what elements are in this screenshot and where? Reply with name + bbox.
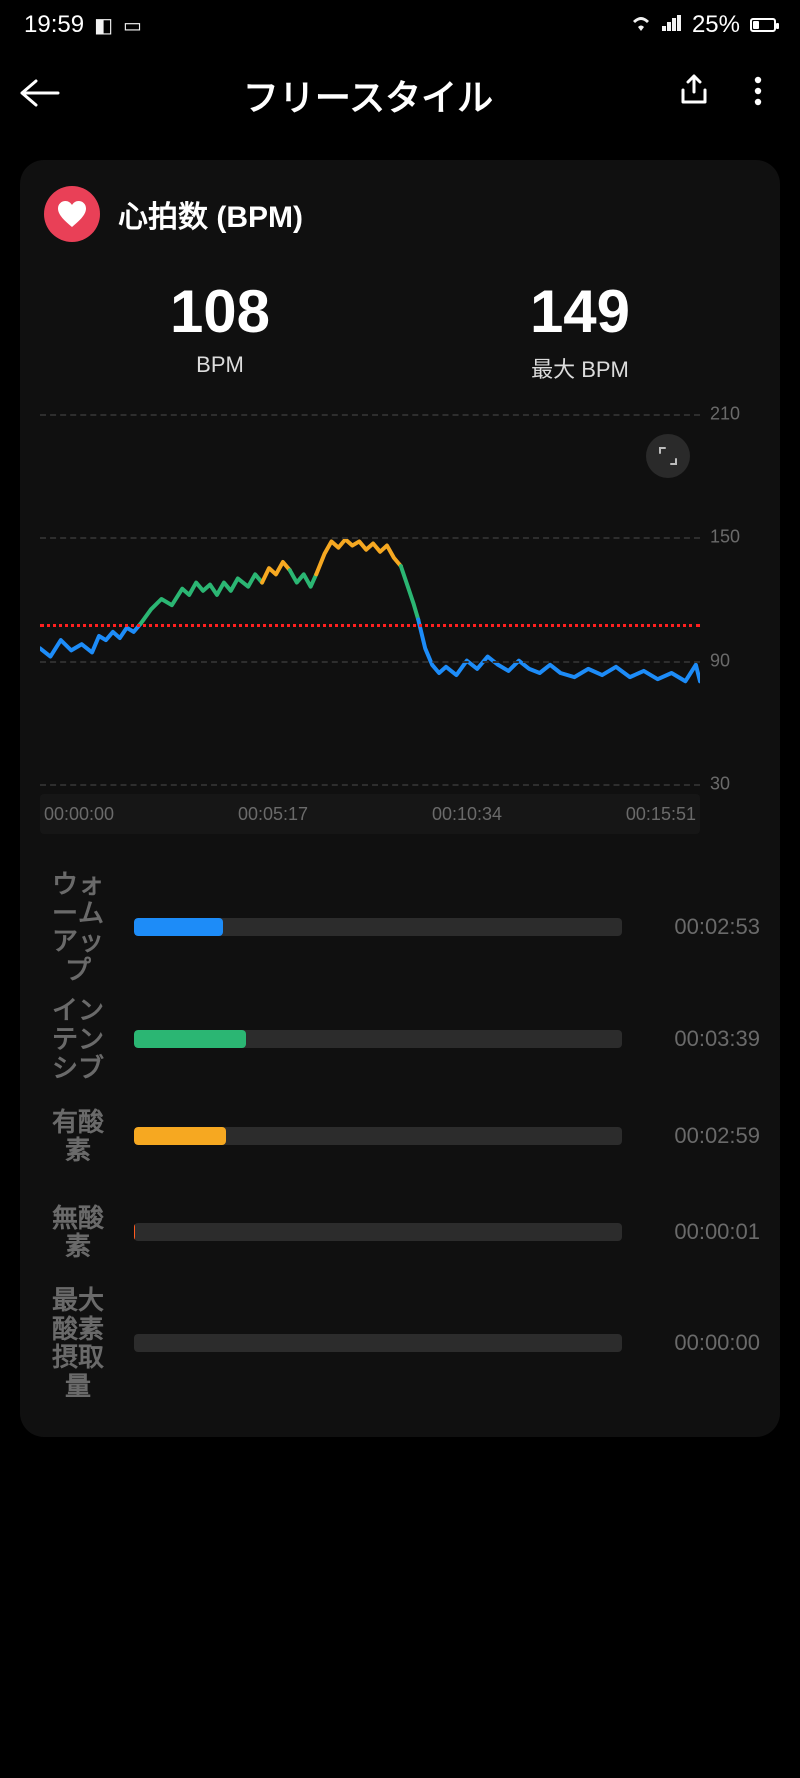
chart-x-tick: 00:10:34 [432, 804, 502, 825]
chart-gridline [40, 537, 700, 539]
zone-bar-fill [134, 1223, 135, 1241]
notification-icon: ◧ [94, 13, 113, 38]
zone-duration: 00:03:39 [640, 1026, 760, 1052]
max-bpm-metric: 149 最大 BPM [530, 282, 630, 384]
chart-x-tick: 00:15:51 [626, 804, 696, 825]
zone-bar [134, 1127, 622, 1145]
zone-row: 有酸素 00:02:59 [40, 1088, 760, 1184]
chart-avg-line [40, 624, 700, 627]
zone-bar [134, 1334, 622, 1352]
zone-bar-fill [134, 1127, 226, 1145]
status-time: 19:59 [24, 11, 84, 39]
avg-bpm-label: BPM [170, 352, 270, 378]
chart-gridline [40, 784, 700, 786]
chart-y-tick: 90 [710, 650, 760, 671]
signal-icon [662, 14, 682, 37]
chart-series-segment [401, 566, 418, 619]
zone-label: 無酸素 [40, 1204, 116, 1261]
max-bpm-label: 最大 BPM [530, 352, 630, 384]
heart-rate-card: 心拍数 (BPM) 108 BPM 149 最大 BPM 00:00:0000:… [20, 160, 780, 1437]
chart-series-segment [40, 624, 141, 657]
avg-bpm-value: 108 [170, 282, 270, 342]
avg-bpm-metric: 108 BPM [170, 282, 270, 384]
more-button[interactable] [736, 76, 780, 114]
zone-row: インテンシブ 00:03:39 [40, 990, 760, 1088]
wifi-icon [630, 13, 652, 37]
heart-rate-chart[interactable]: 00:00:0000:05:1700:10:3400:15:51 2101509… [40, 414, 760, 834]
chart-y-tick: 30 [710, 774, 760, 795]
zone-row: ウォームアップ 00:02:53 [40, 864, 760, 990]
chart-series-segment [141, 574, 262, 623]
page-title: フリースタイル [84, 69, 652, 121]
zone-bar-fill [134, 1030, 246, 1048]
chart-series-segment [262, 562, 290, 583]
max-bpm-value: 149 [530, 282, 630, 342]
zone-label: ウォームアップ [40, 870, 116, 984]
chart-x-tick: 00:00:00 [44, 804, 114, 825]
chart-y-tick: 210 [710, 404, 760, 425]
metrics-row: 108 BPM 149 最大 BPM [40, 262, 760, 414]
section-title: 心拍数 (BPM) [118, 192, 303, 236]
zone-label: 最大酸素摂取量 [40, 1286, 116, 1400]
zone-duration: 00:00:01 [640, 1219, 760, 1245]
back-button[interactable] [20, 73, 64, 118]
zone-row: 最大酸素摂取量 00:00:00 [40, 1280, 760, 1406]
chart-gridline [40, 661, 700, 663]
chart-gridline [40, 414, 700, 416]
section-header: 心拍数 (BPM) [40, 180, 760, 262]
heart-rate-zones: ウォームアップ 00:02:53 インテンシブ 00:03:39 有酸素 00:02:59… [40, 864, 760, 1407]
zone-bar [134, 918, 622, 936]
share-button[interactable] [672, 74, 716, 116]
chart-x-tick: 00:05:17 [238, 804, 308, 825]
chart-series-segment [418, 620, 700, 682]
chart-y-tick: 150 [710, 527, 760, 548]
zone-duration: 00:02:53 [640, 914, 760, 940]
zone-label: 有酸素 [40, 1108, 116, 1165]
zone-bar-fill [134, 918, 223, 936]
notification-icon-2: ▭ [123, 13, 142, 38]
heart-icon [44, 186, 100, 242]
zone-row: 無酸素 00:00:01 [40, 1184, 760, 1280]
battery-icon [750, 18, 776, 32]
zone-bar [134, 1223, 622, 1241]
chart-x-axis: 00:00:00 00:05:17 00:10:34 00:15:51 [40, 794, 700, 834]
zone-duration: 00:02:59 [640, 1123, 760, 1149]
zone-bar [134, 1030, 622, 1048]
zone-duration: 00:00:00 [640, 1330, 760, 1356]
zone-label: インテンシブ [40, 996, 116, 1082]
status-bar: 19:59 ◧ ▭ 25% [0, 0, 800, 50]
battery-percent: 25% [692, 11, 740, 39]
app-bar: フリースタイル [0, 50, 800, 140]
expand-chart-button[interactable] [646, 434, 690, 478]
chart-series-segment [316, 539, 401, 574]
chart-series-segment [290, 570, 316, 586]
